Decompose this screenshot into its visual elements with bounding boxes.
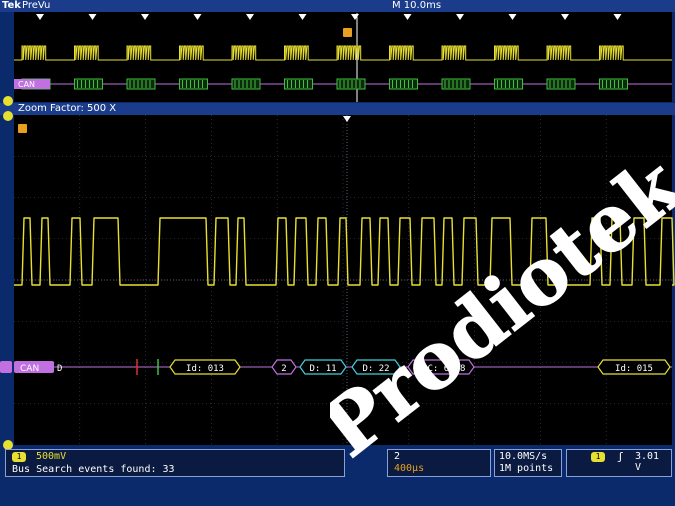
brand-logo: Tek	[2, 0, 21, 11]
bus-label-bg	[14, 361, 54, 373]
bus-label: CAN	[20, 364, 39, 374]
search-mark-icon	[508, 14, 517, 20]
bus-search-events: Bus Search events found: 33	[12, 464, 175, 475]
prevu-bus-frame	[389, 78, 418, 90]
ch1-waveform	[14, 217, 675, 286]
zoom-factor-label: Zoom Factor: 500 X	[18, 103, 117, 114]
prevu-bus-frame	[284, 78, 313, 90]
bus-start-field: D	[57, 364, 62, 374]
trigger-slope-icon: ʃ	[617, 450, 624, 463]
prevu-bus-frame	[546, 78, 576, 90]
trigger-panel[interactable]: 1 ʃ 3.01 V	[566, 449, 672, 477]
prevu-bus-label: CAN	[18, 80, 35, 89]
watermark-logo: Prodiotek C	[330, 160, 675, 475]
prevu-header: Tek PreVu M 10.0ms	[0, 0, 675, 12]
channel1-readout-panel[interactable]: 1 500mV Bus Search events found: 33	[5, 449, 345, 477]
bus-packet-label: D: 11	[309, 364, 336, 374]
bus-ground-marker	[0, 361, 12, 373]
bus-packet-label: CRC: 61A8	[417, 364, 466, 374]
prevu-bus-label-bg	[14, 79, 50, 89]
zoom-trigger-icon	[18, 124, 27, 133]
bus-packet-6	[597, 359, 671, 375]
search-mark-icon	[246, 14, 254, 20]
search-mark-icon	[456, 14, 464, 20]
ch1-ground-marker	[3, 440, 13, 450]
bus-packet-5	[407, 359, 475, 375]
zoom-header: Zoom Factor: 500 X	[0, 103, 675, 115]
prevu-ch1-trace	[14, 45, 672, 61]
prevu-label: PreVu	[22, 0, 51, 11]
ch1-scale: 500mV	[36, 451, 67, 462]
prevu-bus-frame	[74, 78, 103, 90]
acquisition-panel[interactable]: 10.0MS/s 1M points	[494, 449, 562, 477]
prevu-bus-frame	[126, 78, 156, 90]
bus-packet-4	[351, 359, 401, 375]
prevu-bus-frame	[494, 78, 523, 90]
bus-packet-1	[169, 359, 241, 375]
trigger-level: 3.01 V	[635, 451, 660, 473]
bus-packet-label: 2	[281, 364, 286, 374]
prevu-bus-frame	[231, 78, 261, 90]
prevu-bus-frame	[599, 78, 628, 90]
bus-packet-label: D: 22	[362, 364, 389, 374]
ch1-zoom-marker	[3, 111, 13, 121]
search-mark-icon	[298, 14, 307, 20]
search-mark-icon	[36, 14, 44, 20]
search-mark-icon	[141, 14, 149, 20]
prevu-bus-frame	[179, 78, 208, 90]
prevu-bus-frame	[441, 78, 471, 90]
search-mark-icon	[88, 14, 97, 20]
record-length: 1M points	[499, 463, 554, 474]
prevu-bus-frame	[336, 78, 366, 90]
bus-packet-2	[271, 359, 297, 375]
search-mark-icon	[613, 14, 622, 20]
trigger-source-badge: 1	[591, 452, 605, 462]
search-mark-icon	[403, 14, 412, 20]
timebase-delay: 400µs	[394, 463, 425, 474]
timebase-panel[interactable]: 2 400µs	[387, 449, 491, 477]
search-mark-icon	[193, 14, 202, 20]
bus-packet-label: Id: 015	[615, 364, 653, 374]
search-mark-icon	[561, 14, 569, 20]
sample-rate: 10.0MS/s	[499, 451, 548, 462]
timebase-readout: M 10.0ms	[392, 0, 442, 11]
prevu-trigger-icon	[343, 28, 352, 37]
timebase-scale: 2	[394, 451, 401, 462]
zoom-center-icon	[343, 116, 351, 122]
ch1-ground-marker-top	[3, 96, 13, 106]
ch1-badge: 1	[12, 452, 26, 462]
bus-packet-label: Id: 013	[186, 364, 224, 374]
watermark-text: Prodiotek C	[330, 160, 675, 475]
bus-packet-3	[299, 359, 347, 375]
